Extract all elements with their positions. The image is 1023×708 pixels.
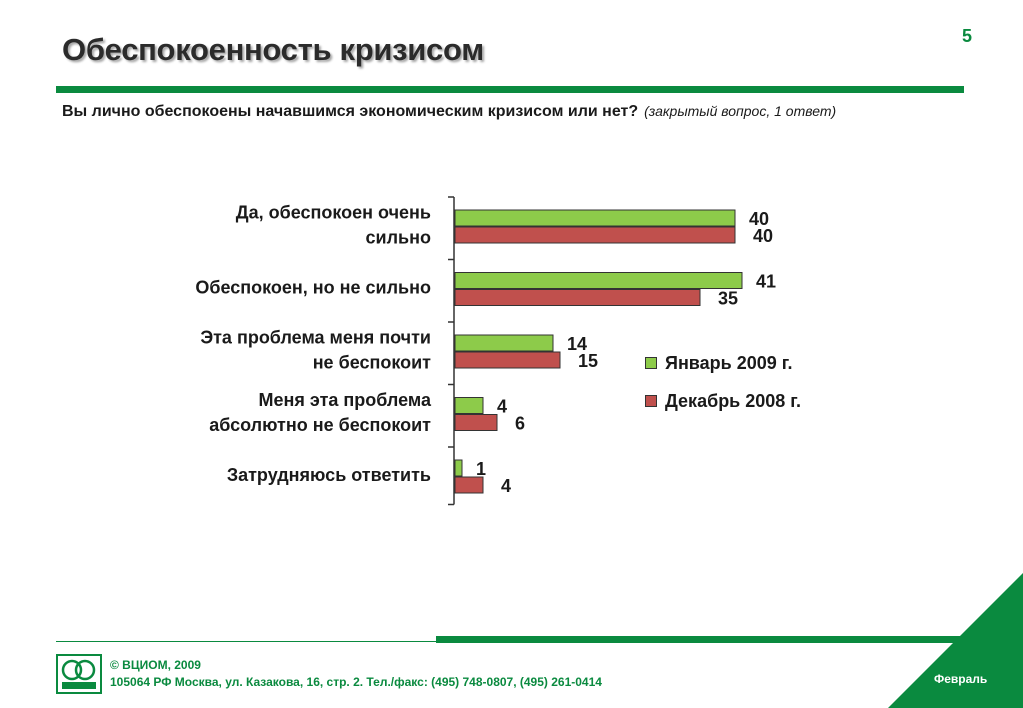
bar-january — [454, 459, 463, 477]
chart-legend: Январь 2009 г. Декабрь 2008 г. — [645, 352, 801, 428]
data-label: 14 — [567, 334, 587, 354]
bar-january — [454, 334, 554, 352]
question-text: Вы лично обеспокоены начавшимся экономич… — [62, 103, 639, 120]
month-label: Февраль — [934, 672, 988, 686]
legend-label-january: Январь 2009 г. — [665, 352, 793, 373]
bar-january — [454, 209, 736, 227]
bar-december — [454, 289, 701, 306]
survey-question: Вы лично обеспокоены начавшимся экономич… — [62, 103, 836, 121]
logo-icon — [61, 659, 96, 689]
corner-triangle — [888, 573, 1023, 708]
data-label: 40 — [753, 226, 773, 246]
legend-swatch-green — [645, 357, 657, 369]
footer-address: 105064 РФ Москва, ул. Казакова, 16, стр.… — [110, 675, 602, 689]
bar-january — [454, 272, 743, 289]
category-label: сильно — [366, 228, 431, 248]
data-label: 6 — [515, 414, 525, 434]
vciom-logo — [56, 654, 102, 694]
bar-december — [454, 226, 736, 244]
legend-label-december: Декабрь 2008 г. — [665, 390, 801, 411]
footer-bar — [436, 636, 976, 643]
data-label: 40 — [749, 209, 769, 229]
category-label: Эта проблема меня почти — [200, 328, 431, 348]
data-label: 1 — [476, 459, 486, 479]
legend-item-december: Декабрь 2008 г. — [645, 390, 801, 412]
data-label: 15 — [578, 351, 598, 371]
category-label: Затрудняюсь ответить — [227, 465, 431, 485]
question-note: (закрытый вопрос, 1 ответ) — [644, 103, 837, 119]
bar-january — [454, 397, 484, 414]
bar-december — [454, 476, 484, 494]
footer-copyright: © ВЦИОМ, 2009 — [110, 658, 201, 672]
bar-december — [454, 351, 561, 369]
category-label: Да, обеспокоен очень — [236, 203, 431, 223]
category-label: Меня эта проблема — [258, 390, 431, 410]
data-label: 4 — [497, 397, 507, 417]
data-label: 35 — [718, 289, 738, 309]
footer-info: © ВЦИОМ, 2009 105064 РФ Москва, ул. Каза… — [110, 657, 602, 691]
legend-item-january: Январь 2009 г. — [645, 352, 801, 374]
category-label: Обеспокоен, но не сильно — [195, 278, 431, 298]
data-label: 4 — [501, 476, 511, 496]
bar-december — [454, 414, 498, 431]
page-title: Обеспокоенность кризисом — [62, 32, 484, 67]
legend-swatch-red — [645, 395, 657, 407]
footer-divider — [56, 641, 436, 642]
category-label: не беспокоит — [313, 353, 431, 373]
data-label: 41 — [756, 272, 776, 292]
title-underline — [56, 86, 964, 93]
category-label: абсолютно не беспокоит — [209, 415, 431, 435]
page-number: 5 — [962, 26, 973, 46]
